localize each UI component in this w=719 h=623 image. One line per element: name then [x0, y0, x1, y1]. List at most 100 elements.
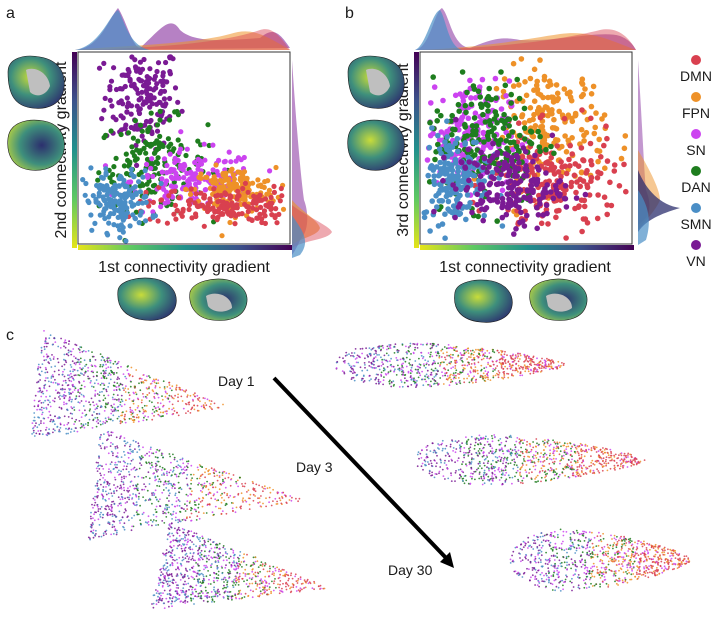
cloud-point-dan [145, 462, 148, 465]
scatter-point-sn [178, 129, 184, 135]
cloud-point-fpn [159, 411, 162, 414]
cloud-point-sn [192, 398, 194, 401]
cloud-point-vn [176, 592, 179, 595]
cloud-point-dmn [236, 593, 239, 595]
scatter-point-fpn [519, 113, 525, 120]
scatter-point-vn [562, 183, 569, 189]
scatter-point-dmn [210, 214, 216, 220]
cloud-point-smn [200, 572, 203, 575]
scatter-point-vn [154, 101, 160, 107]
cloud-point-sn [216, 579, 219, 582]
brain-lateral-a [7, 55, 65, 109]
cloud-point-sn [214, 505, 217, 508]
scatter-point-dmn [201, 195, 207, 201]
scatter-point-vn [147, 66, 153, 72]
cloud-point-smn [121, 496, 124, 499]
cloud-point-sn [228, 577, 230, 580]
cloud-point-vn [103, 447, 106, 450]
scatter-point-dmn [268, 194, 274, 201]
cloud-point-dan [155, 409, 158, 412]
cloud-point-sn [237, 577, 240, 580]
cloud-point-smn [133, 514, 136, 517]
scatter-point-sn [172, 159, 178, 165]
scatter-point-dan [473, 123, 480, 129]
cloud-point-dan [105, 402, 107, 405]
cloud-point-dmn [254, 580, 257, 583]
cloud-point-smn [165, 487, 168, 489]
cloud-point-dan [494, 369, 496, 371]
cloud-point-dmn [208, 503, 211, 506]
cloud-point-smn [132, 458, 134, 461]
cloud-point-dmn [180, 395, 183, 398]
cloud-point-vn [201, 558, 204, 561]
scatter-point-sn [172, 184, 179, 190]
cloud-point-sn [224, 576, 227, 579]
cloud-point-sn [277, 491, 280, 494]
scatter-point-dmn [279, 193, 285, 199]
scatter-point-smn [439, 198, 446, 204]
cloud-point-sn [206, 398, 209, 401]
cloud-point-sn [148, 451, 151, 453]
cloud-point-sn [199, 489, 202, 492]
cloud-point-sn [117, 360, 120, 363]
cloud-point-smn [189, 568, 191, 571]
cloud-point-smn [58, 430, 60, 433]
cloud-point-vn [68, 396, 71, 398]
scatter-point-fpn [569, 135, 575, 141]
cloud-point-fpn [221, 496, 223, 499]
cloud-point-vn [40, 402, 43, 404]
cloud-point-vn [91, 414, 94, 417]
scatter-point-fpn [588, 103, 595, 110]
cloud-point-dmn [193, 395, 196, 398]
cloud-point-vn [78, 420, 81, 422]
cloud-point-vn [186, 483, 189, 486]
cloud-point-fpn [263, 485, 266, 488]
cloud-point-dan [155, 511, 158, 513]
legend-marker-sn [691, 129, 701, 139]
cloud-point-dan [99, 353, 102, 355]
cloud-point-dan [243, 596, 246, 598]
cloud-point-sn [110, 533, 112, 536]
cloud-point-dmn [197, 511, 200, 514]
cloud-point-smn [164, 554, 167, 557]
cloud-point-vn [96, 504, 99, 506]
cloud-point-vn [53, 370, 56, 373]
scatter-point-dmn [180, 208, 186, 214]
scatter-point-dan [459, 69, 466, 75]
cloud-point-smn [166, 593, 169, 596]
cloud-point-sn [181, 528, 184, 530]
cloud-point-dmn [268, 496, 271, 499]
cloud-point-dan [275, 586, 277, 589]
cloud-point-dmn [260, 495, 262, 497]
scatter-point-vn [486, 189, 493, 196]
cloud-point-smn [91, 385, 93, 388]
cloud-point-smn [65, 432, 68, 435]
cloud-point-smn [180, 538, 183, 540]
scatter-point-dmn [251, 193, 257, 199]
scatter-point-vn [133, 142, 139, 148]
cloud-point-vn [162, 510, 165, 513]
cloud-point-sn [157, 406, 160, 408]
scatter-point-vn [512, 179, 518, 186]
cloud-point-dmn [248, 508, 251, 510]
scatter-point-dan [157, 133, 163, 139]
cloud-point-dan [207, 570, 210, 572]
cloud-point-sn [83, 395, 85, 398]
cloud-point-smn [75, 397, 78, 400]
cloud-point-sn [136, 397, 139, 400]
cloud-point-dan [115, 372, 118, 374]
cloud-point-sn [102, 477, 104, 479]
scatter-point-smn [83, 180, 89, 187]
scatter-point-vn [524, 212, 530, 219]
cloud-point-smn [58, 416, 61, 419]
cloud-point-dmn [212, 471, 215, 474]
scatter-point-sn [191, 171, 197, 177]
cloud-point-fpn [261, 565, 264, 567]
cloud-point-smn [65, 427, 67, 430]
cloud-point-smn [123, 450, 125, 453]
cloud-point-fpn [220, 501, 223, 504]
cloud-point-fpn [218, 507, 220, 510]
cloud-point-dan [196, 477, 199, 480]
cloud-point-dan [259, 570, 261, 573]
cloud-point-vn [90, 397, 93, 400]
